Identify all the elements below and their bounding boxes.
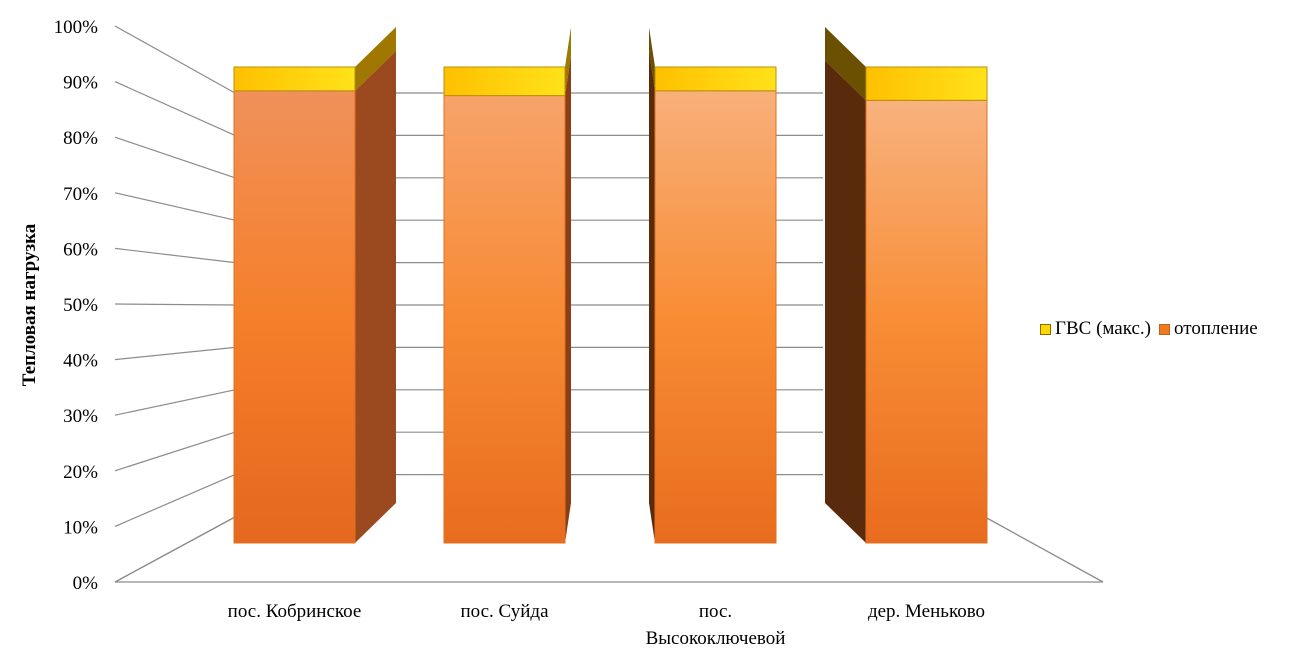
gridline-left-7 xyxy=(114,192,236,221)
legend-label-gvs: ГВС (макс.) xyxy=(1055,318,1152,339)
gridline-left-3 xyxy=(114,389,236,416)
gridline-left-6 xyxy=(114,247,236,264)
y-tick-label-2: 20% xyxy=(63,462,98,483)
y-tick-label-0: 0% xyxy=(73,573,99,594)
bar-side-gvs-2 xyxy=(649,27,655,91)
gridline-left-9 xyxy=(114,81,236,136)
y-tick-label-6: 60% xyxy=(63,239,98,260)
x-tick-label-2-0: пос. xyxy=(699,601,732,622)
bar-gvs-2 xyxy=(654,66,777,92)
bar-gvs-0 xyxy=(233,66,356,92)
gridline-left-5 xyxy=(114,303,236,306)
gridline-left-4 xyxy=(114,346,236,361)
gridline-left-8 xyxy=(114,136,236,179)
legend-swatch-gvs xyxy=(1040,323,1051,335)
floor-right-edge xyxy=(984,516,1104,583)
x-tick-label-3-0: дер. Меньково xyxy=(868,601,985,622)
legend-label-heating: отопление xyxy=(1174,318,1258,339)
y-tick-label-10: 100% xyxy=(54,17,99,38)
y-tick-label-8: 80% xyxy=(63,128,98,149)
gridline-left-2 xyxy=(114,431,236,472)
y-tick-label-1: 10% xyxy=(63,517,98,538)
y-tick-label-7: 70% xyxy=(63,184,98,205)
y-tick-label-3: 30% xyxy=(63,406,98,427)
legend-item-heating: отопление xyxy=(1159,318,1258,340)
bar-heating-3 xyxy=(865,99,988,544)
bar-side-gvs-1 xyxy=(565,27,571,96)
x-tick-label-0-0: пос. Кобринское xyxy=(228,601,362,622)
legend-swatch-heating xyxy=(1159,323,1171,335)
bar-side-heating-2 xyxy=(649,50,655,544)
gridline-left-10 xyxy=(114,25,236,94)
bar-side-gvs-3 xyxy=(825,27,866,101)
y-tick-label-9: 90% xyxy=(63,73,98,94)
legend: ГВС (макс.) отопление xyxy=(1040,318,1258,340)
y-axis-title: Тепловая нагрузка xyxy=(0,0,60,650)
bar-heating-2 xyxy=(654,90,777,544)
gridline-left-1 xyxy=(114,474,236,527)
bar-heating-0 xyxy=(233,90,356,544)
x-tick-label-1-0: пос. Суйда xyxy=(460,601,549,622)
bar-side-heating-0 xyxy=(355,50,396,544)
bar-heating-1 xyxy=(443,95,566,544)
y-axis-title-text: Тепловая нагрузка xyxy=(19,223,40,387)
bar-side-gvs-0 xyxy=(355,27,396,91)
y-tick-label-5: 50% xyxy=(63,295,98,316)
bar-gvs-1 xyxy=(443,66,566,97)
y-tick-label-4: 40% xyxy=(63,351,98,372)
gridline-left-0 xyxy=(114,516,236,583)
bar-side-heating-3 xyxy=(825,60,866,543)
bar-side-heating-1 xyxy=(565,55,571,544)
x-tick-label-2-1: Высокоключевой xyxy=(646,628,786,649)
legend-item-gvs: ГВС (макс.) xyxy=(1040,318,1151,340)
bar-gvs-3 xyxy=(865,66,988,101)
